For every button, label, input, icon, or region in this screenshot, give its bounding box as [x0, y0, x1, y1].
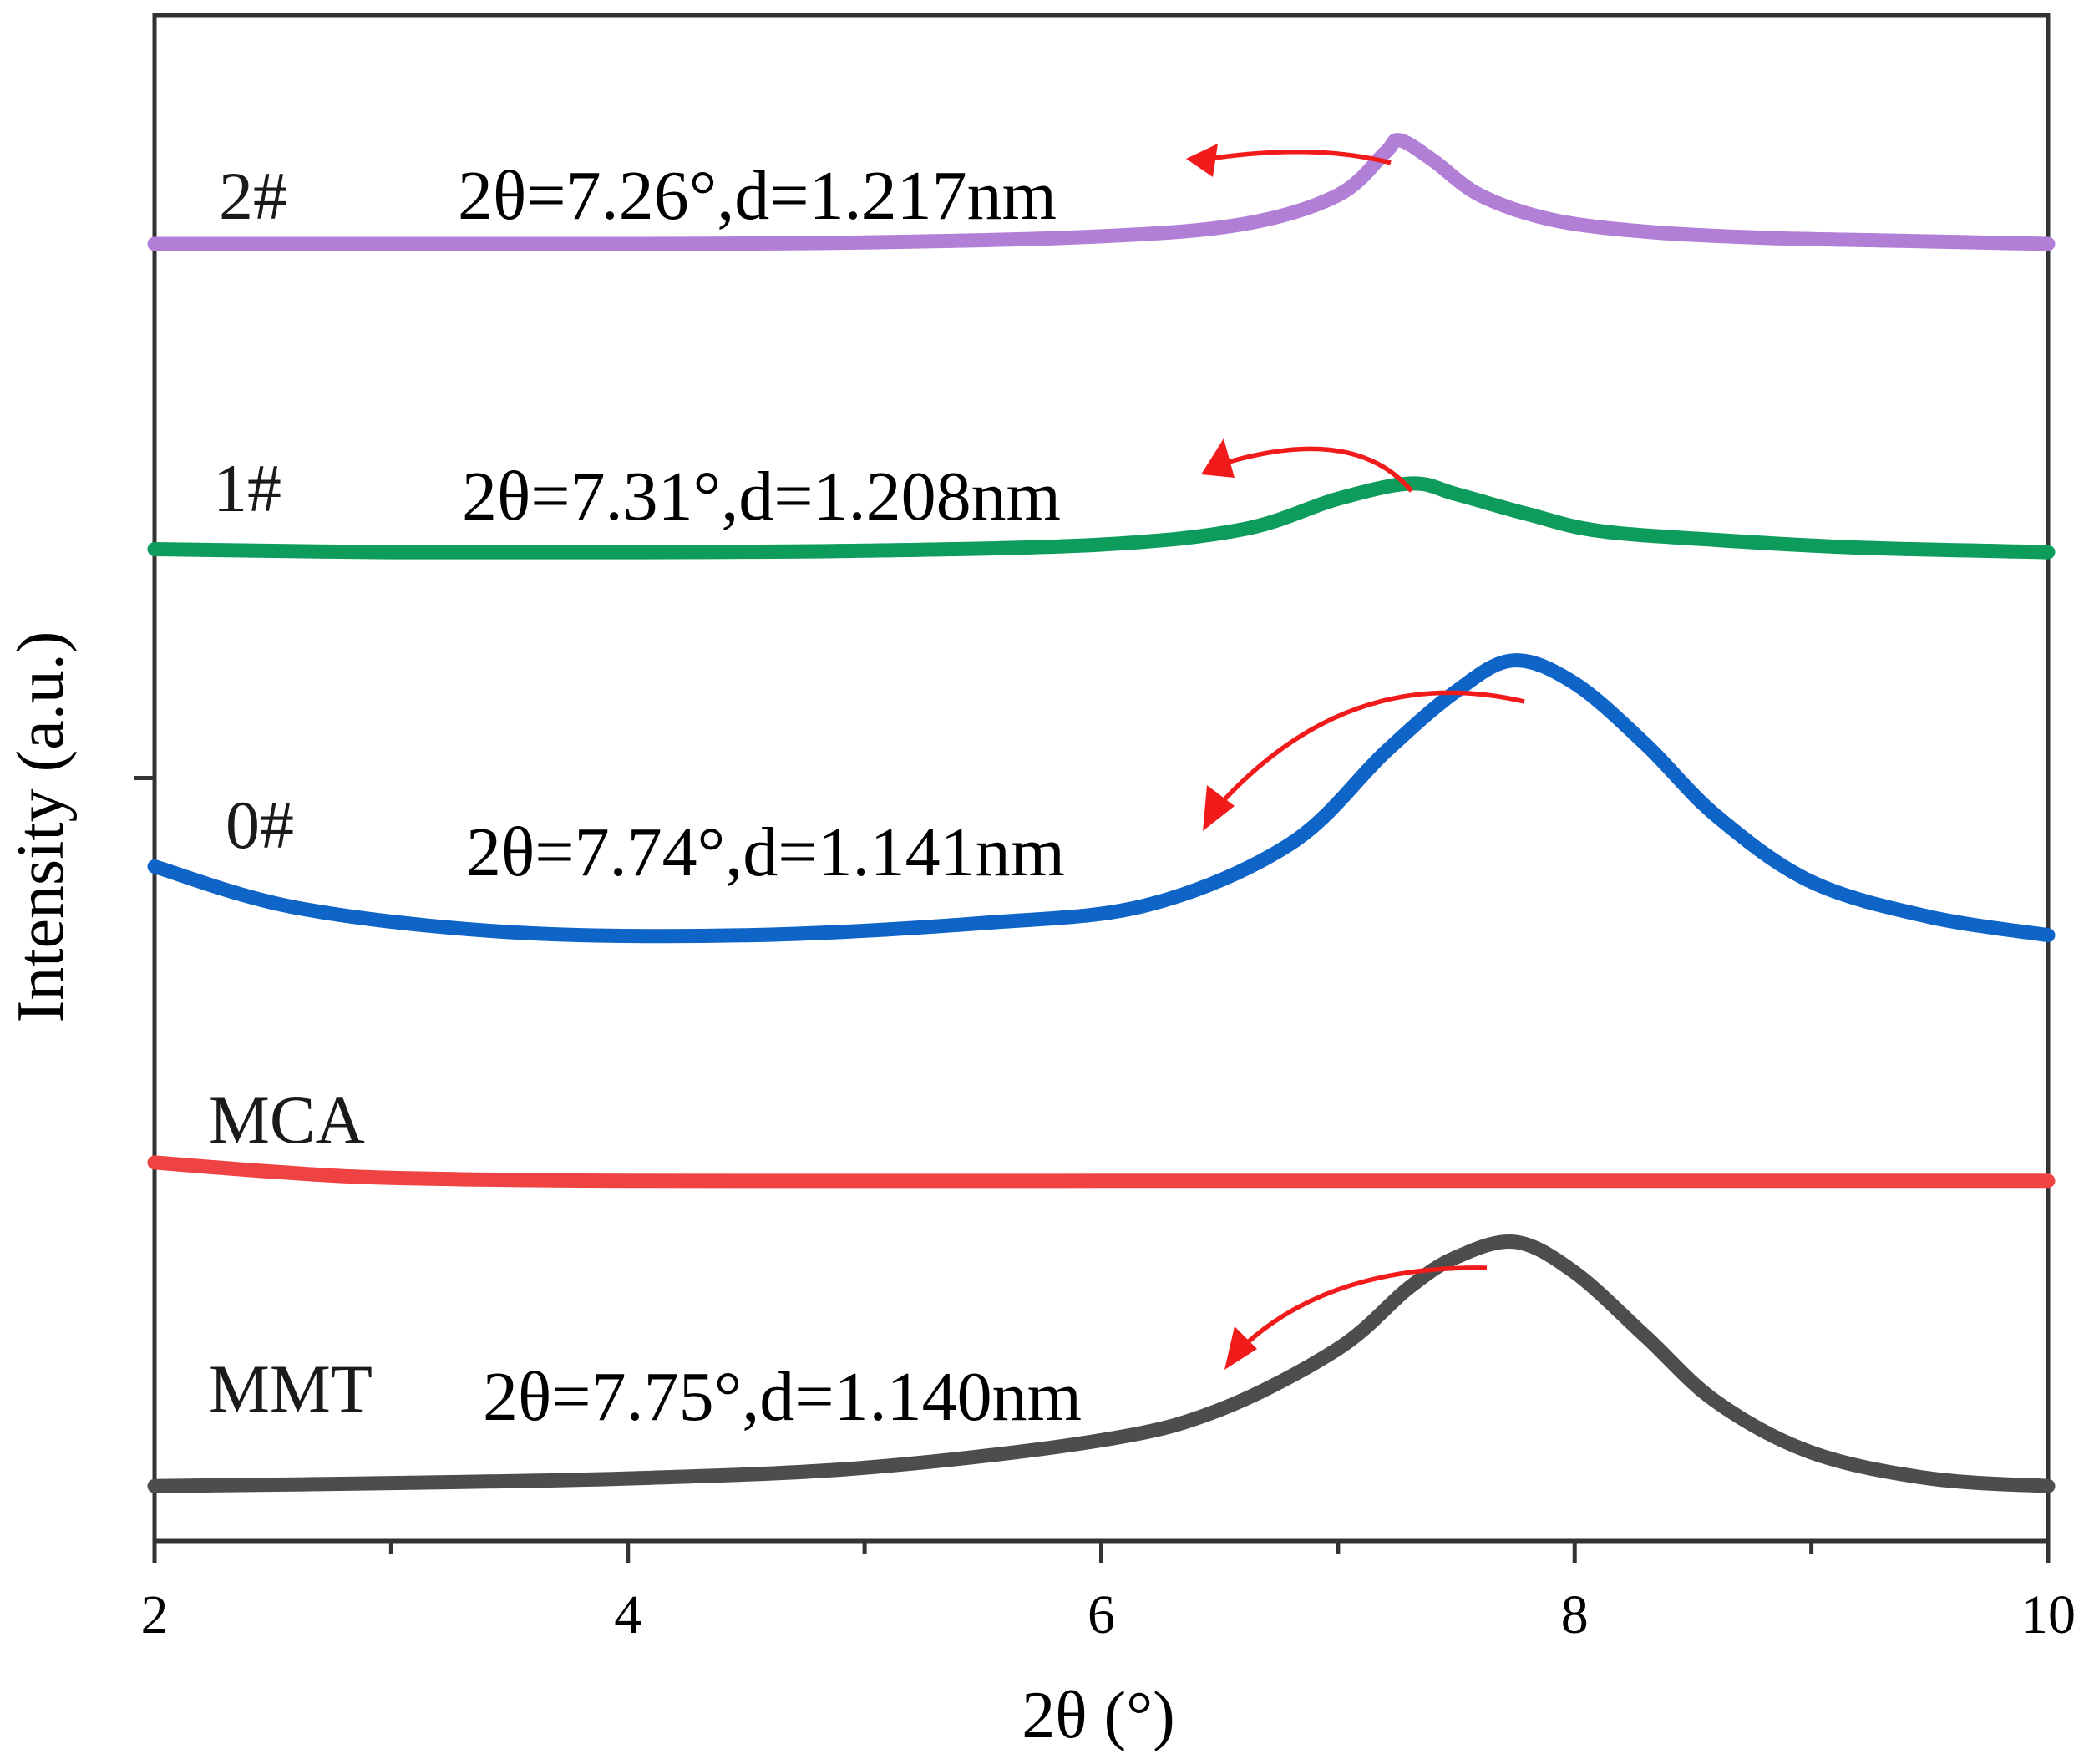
- series-line-mca: [147, 1155, 2056, 1189]
- series-curves: [147, 133, 2056, 1493]
- series-label: 1#: [213, 450, 281, 526]
- series-line-2-sample: [147, 133, 2056, 251]
- x-tick-label: 10: [2020, 1584, 2076, 1645]
- arrow-head-icon: [1224, 1326, 1257, 1370]
- x-tick-label: 2: [141, 1584, 169, 1645]
- series-labels: 2# 2θ=7.26°,d=1.217nm 1# 2θ=7.31°,d=1.208nm…: [209, 157, 1082, 1436]
- series-line-1-sample: [147, 476, 2056, 560]
- series-label: 2#: [219, 158, 287, 234]
- series-label: MCA: [209, 1082, 365, 1158]
- x-tick-label: 4: [614, 1584, 641, 1645]
- peak-shift-arrow: [1209, 690, 1525, 816]
- x-axis-title: 2θ (°): [1022, 1679, 1175, 1752]
- peak-annotation: 2θ=7.26°,d=1.217nm: [458, 157, 1057, 235]
- peak-shift-arrow: [1214, 446, 1414, 493]
- peak-annotation: 2θ=7.75°,d=1.140nm: [483, 1358, 1082, 1436]
- series-line-mmt: [147, 1234, 2056, 1493]
- peak-annotation: 2θ=7.74°,d=1.141nm: [466, 814, 1065, 891]
- peak-arrows: [1186, 144, 1525, 1370]
- peak-shift-arrow: [1235, 1265, 1488, 1355]
- x-tick-label: 6: [1088, 1584, 1115, 1645]
- arrow-head-icon: [1201, 438, 1235, 478]
- x-tick-label: 8: [1561, 1584, 1589, 1645]
- y-axis-title: Intensity (a.u.): [4, 631, 78, 1023]
- arrow-head-icon: [1186, 144, 1218, 177]
- peak-annotation: 2θ=7.31°,d=1.208nm: [462, 458, 1061, 535]
- series-label: MMT: [209, 1351, 373, 1427]
- arrow-head-icon: [1203, 785, 1235, 831]
- series-label: 0#: [226, 787, 294, 863]
- series-line-0-sample: [147, 653, 2056, 944]
- x-axis-ticks: 2 4 6 8 10: [141, 1541, 2076, 1645]
- peak-shift-arrow: [1198, 149, 1392, 165]
